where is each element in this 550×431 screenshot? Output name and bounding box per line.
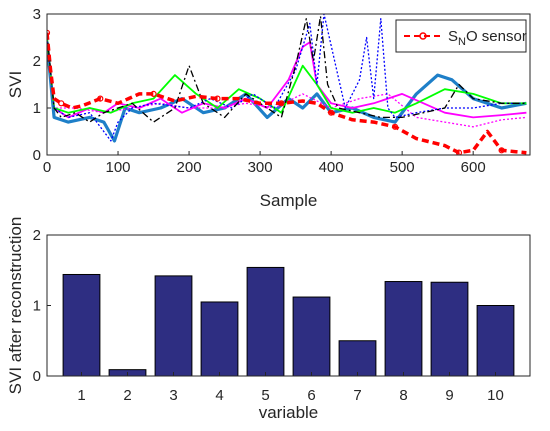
- bar-7: [338, 340, 377, 377]
- series-marker: [328, 109, 335, 116]
- bottom-y-ticks: 0 1 2: [33, 227, 51, 385]
- series-marker: [58, 100, 65, 107]
- top-chart: 0 100 200 300 400 500 600 0 1 2 3 Sample SVI SNO …: [6, 6, 531, 210]
- bar-9: [430, 281, 469, 377]
- series-marker: [47, 29, 51, 36]
- legend-label: SNO sensor: [448, 28, 527, 48]
- top-x-axis-label: Sample: [260, 191, 318, 210]
- y-tick-label: 1: [33, 100, 41, 117]
- y-tick-label: 0: [33, 368, 41, 385]
- y-tick-label: 2: [33, 53, 41, 70]
- top-plot-frame: [46, 13, 531, 156]
- y-tick-label: 1: [33, 298, 41, 315]
- x-tick-label: 8: [399, 387, 407, 404]
- series-marker: [214, 95, 221, 102]
- legend-label-sub: N: [458, 36, 466, 48]
- y-tick-label: 2: [33, 227, 41, 244]
- series-marker: [97, 95, 104, 102]
- series-line-0: [47, 32, 527, 155]
- bar-1: [62, 273, 101, 377]
- bottom-chart: 1 2 3 4 5 6 7 8 9 10 0 1 2 variable SVI after recon…: [6, 217, 531, 422]
- bar-10: [476, 305, 515, 377]
- x-tick-label: 1: [77, 387, 85, 404]
- bottom-x-axis-label: variable: [259, 403, 319, 422]
- bar-6: [292, 296, 331, 377]
- x-tick-label: 6: [307, 387, 315, 404]
- x-tick-label: 3: [169, 387, 177, 404]
- bar-5: [246, 266, 285, 377]
- x-tick-label: 300: [248, 159, 273, 176]
- x-tick-label: 200: [177, 159, 202, 176]
- series-marker: [455, 149, 463, 155]
- bottom-x-ticks: 1 2 3 4 5 6 7 8 9 10: [77, 372, 504, 404]
- legend-marker: [419, 32, 427, 40]
- x-tick-label: 0: [43, 159, 51, 176]
- y-tick-label: 0: [33, 147, 41, 164]
- series-marker: [278, 100, 285, 107]
- x-tick-label: 7: [353, 387, 361, 404]
- bottom-y-axis-label: SVI after reconstruction: [6, 217, 25, 395]
- series-marker: [391, 123, 399, 130]
- bar-3: [154, 275, 193, 377]
- top-series-group: [47, 14, 527, 155]
- x-tick-label: 2: [123, 387, 131, 404]
- series-marker: [498, 147, 505, 154]
- legend-label-tail: O sensor: [466, 28, 527, 45]
- top-y-ticks: 0 1 2 3: [33, 6, 51, 164]
- bar-8: [384, 281, 423, 377]
- legend: SNO sensor: [395, 19, 527, 53]
- x-tick-label: 600: [461, 159, 486, 176]
- x-tick-label: 4: [215, 387, 223, 404]
- top-x-ticks: 0 100 200 300 400 500 600: [43, 151, 486, 176]
- series-marker: [150, 90, 157, 98]
- x-tick-label: 500: [390, 159, 415, 176]
- x-tick-label: 9: [445, 387, 453, 404]
- series-line-6: [47, 42, 527, 143]
- x-tick-label: 10: [487, 387, 504, 404]
- x-tick-label: 400: [319, 159, 344, 176]
- series-line-1: [47, 15, 527, 123]
- y-tick-label: 3: [33, 6, 41, 23]
- series-line-2: [47, 14, 527, 142]
- bar-4: [200, 301, 239, 377]
- x-tick-label: 100: [106, 159, 131, 176]
- top-y-axis-label: SVI: [6, 71, 25, 98]
- x-tick-label: 5: [261, 387, 269, 404]
- legend-label-main: S: [448, 28, 458, 45]
